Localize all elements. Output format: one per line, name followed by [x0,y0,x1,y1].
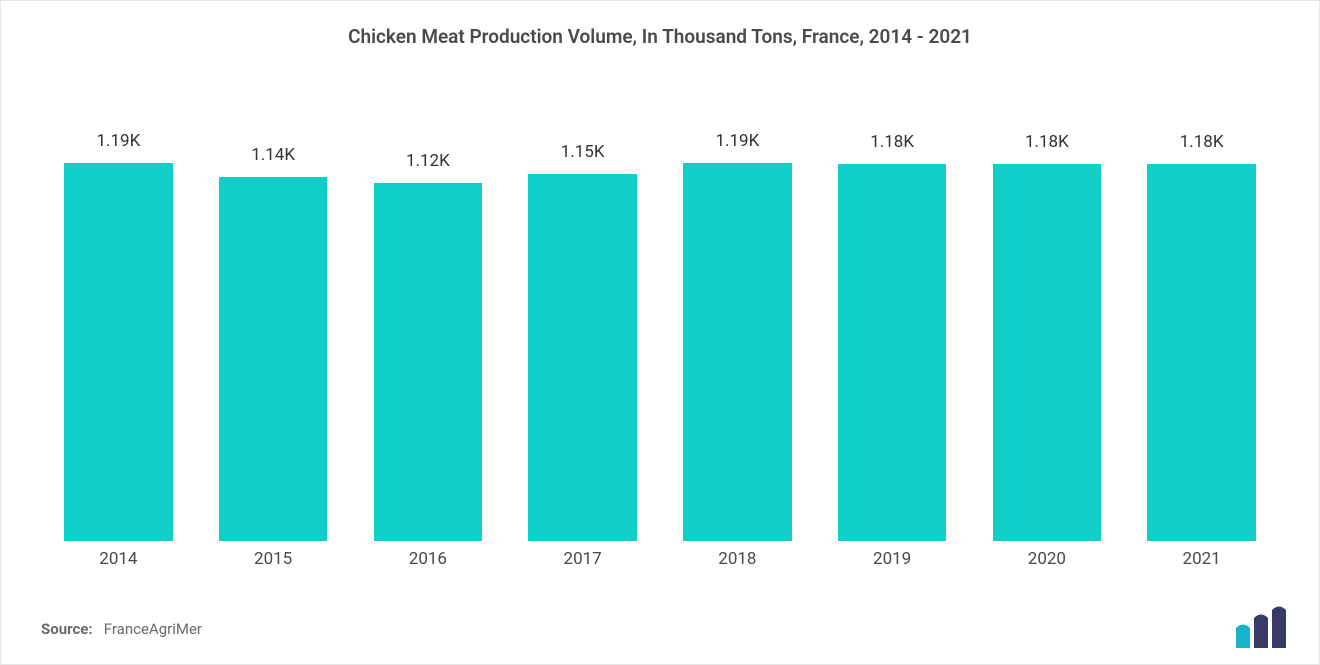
x-tick-label: 2020 [970,549,1125,569]
bar-group: 1.19K [660,131,815,541]
chart-title: Chicken Meat Production Volume, In Thous… [1,1,1319,48]
bar-group: 1.14K [196,131,351,541]
x-tick-label: 2019 [815,549,970,569]
bar-value-label: 1.19K [715,131,759,151]
x-tick-label: 2018 [660,549,815,569]
bar [64,163,172,541]
x-axis: 20142015201620172018201920202021 [41,549,1279,569]
bar-value-label: 1.18K [1180,132,1224,152]
bar-value-label: 1.18K [1025,132,1069,152]
source-attribution: Source: FranceAgriMer [41,620,202,638]
bar-group: 1.19K [41,131,196,541]
bar-value-label: 1.15K [561,142,605,162]
bar-value-label: 1.14K [251,145,295,165]
x-tick-label: 2014 [41,549,196,569]
bar-group: 1.12K [351,131,506,541]
bar-group: 1.18K [970,131,1125,541]
bar [219,177,327,541]
bar-value-label: 1.12K [406,151,450,171]
bar-group: 1.18K [815,131,970,541]
brand-logo [1233,606,1289,648]
x-tick-label: 2015 [196,549,351,569]
bar-group: 1.18K [1124,131,1279,541]
bar [1147,164,1255,541]
bar-value-label: 1.19K [96,131,140,151]
bar-group: 1.15K [505,131,660,541]
bar [374,183,482,541]
bar [528,174,636,541]
source-label: Source: [41,620,93,638]
bar [993,164,1101,541]
source-text: FranceAgriMer [104,620,202,638]
x-tick-label: 2021 [1124,549,1279,569]
x-tick-label: 2016 [351,549,506,569]
chart-plot-area: 1.19K 1.14K 1.12K 1.15K 1.19K 1.18K 1.18K 1.18K [41,131,1279,541]
bar-value-label: 1.18K [870,132,914,152]
logo-bar-1 [1236,625,1250,649]
bar [838,164,946,541]
logo-bar-3 [1272,607,1286,649]
x-tick-label: 2017 [505,549,660,569]
bar [683,163,791,541]
logo-bar-2 [1254,615,1268,649]
